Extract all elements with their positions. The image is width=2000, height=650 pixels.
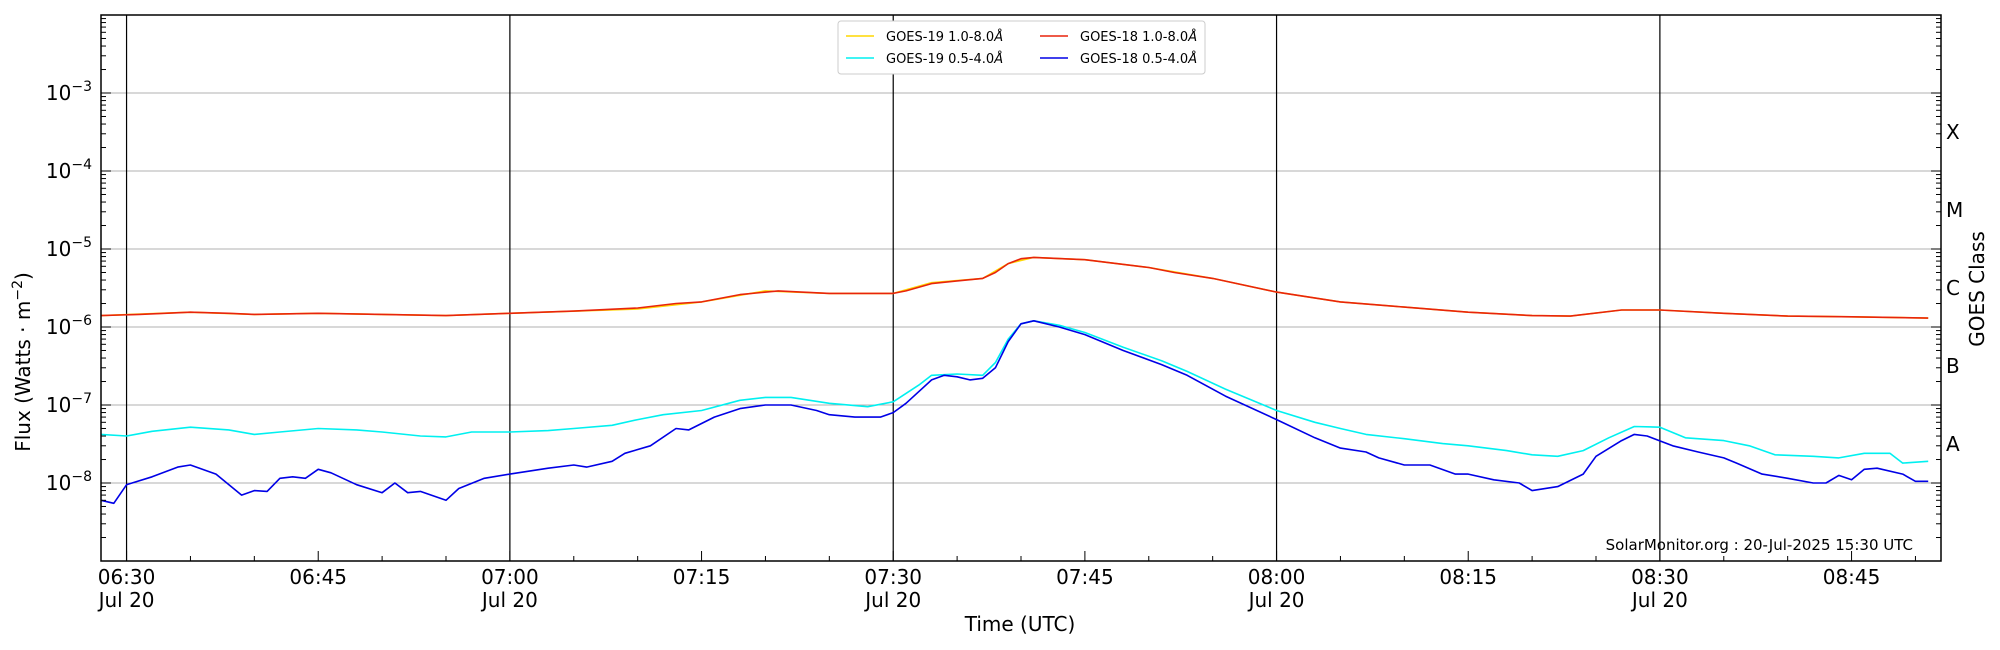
goes-class-label: B [1946,354,1960,378]
y-tick-label: 10−3 [46,79,92,105]
x-tick-date-label: Jul 20 [1630,588,1688,612]
legend: GOES-19 1.0-8.0Å GOES-19 0.5-4.0Å GOES-18 … [837,20,1206,75]
legend-box [837,20,1206,75]
x-tick-label: 08:30 [1631,565,1689,589]
goes-class-label: X [1946,120,1960,144]
y-tick-label: 10−4 [46,157,92,183]
plot-frame [100,14,1942,562]
y-tick-label: 10−6 [46,313,92,339]
x-tick-date-label: Jul 20 [97,588,155,612]
x-tick-date-label: Jul 20 [863,588,921,612]
y-tick-label: 10−8 [46,469,92,495]
right-axis-ticks: A B C M X [1946,120,1963,456]
y-axis-label-main: Flux (Watts · m [11,301,35,452]
series-line-3 [100,319,1929,505]
right-axis-label: GOES Class [1965,231,1989,347]
y-tick-label: 10−7 [46,391,92,417]
goes-class-label: A [1946,432,1960,456]
y-tick-label: 10−5 [46,235,92,261]
goes-class-label: C [1946,276,1960,300]
legend-label: GOES-19 0.5-4.0Å [886,51,1003,67]
series-line-1 [100,256,1929,319]
goes-class-label: M [1946,198,1963,222]
x-tick-label: 08:00 [1248,565,1306,589]
x-tick-label: 06:45 [289,565,347,589]
half-hour-vertical-lines [125,15,1661,561]
x-tick-label: 07:00 [481,565,539,589]
x-tick-label: 08:45 [1823,565,1881,589]
x-tick-label: 07:15 [673,565,731,589]
x-tick-date-label: Jul 20 [1247,588,1305,612]
x-axis-label: Time (UTC) [964,612,1076,636]
data-series [100,256,1929,505]
x-tick-date-label: Jul 20 [480,588,538,612]
x-tick-label: 06:30 [98,565,156,589]
x-tick-label: 08:15 [1439,565,1497,589]
legend-label: GOES-18 0.5-4.0Å [1080,51,1197,67]
y-axis-label-close: ) [11,272,35,280]
x-tick-label: 07:45 [1056,565,1114,589]
legend-label: GOES-19 1.0-8.0Å [886,29,1003,45]
legend-label: GOES-18 1.0-8.0Å [1080,29,1197,45]
grid-lines [101,92,1941,484]
x-tick-label: 07:30 [864,565,922,589]
y-axis-ticks: 10−8 10−7 10−6 10−5 10−4 10−3 [46,18,1941,562]
y-axis-label: Flux (Watts · m−2) [10,272,35,452]
y-axis-label-superscript: −2 [10,280,26,301]
credit-text: SolarMonitor.org : 20-Jul-2025 15:30 UTC [1606,536,1913,554]
